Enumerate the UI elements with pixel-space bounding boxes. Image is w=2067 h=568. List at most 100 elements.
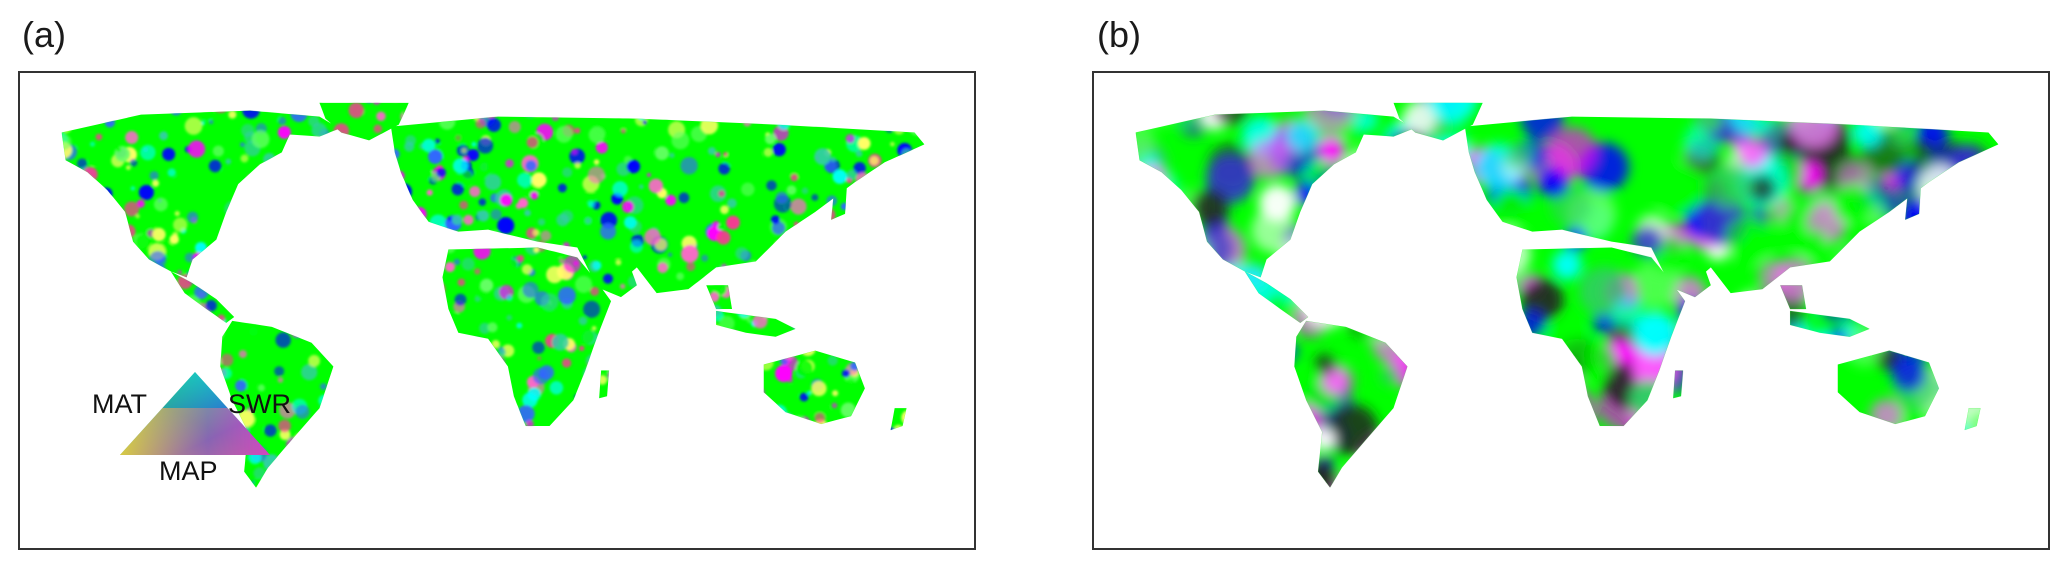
- color-blob: [279, 173, 288, 182]
- color-blob: [1761, 305, 1792, 335]
- color-blob: [1874, 238, 1921, 285]
- color-blob: [937, 308, 950, 321]
- color-blob: [846, 169, 857, 180]
- color-blob: [535, 488, 542, 495]
- color-blob: [596, 411, 603, 419]
- color-blob: [370, 384, 385, 398]
- color-blob: [1952, 314, 1993, 355]
- color-blob: [793, 221, 799, 227]
- color-blob: [631, 398, 648, 415]
- color-blob: [38, 275, 46, 283]
- color-blob: [87, 292, 93, 297]
- color-blob: [947, 247, 958, 258]
- color-blob: [137, 331, 149, 343]
- color-blob: [1542, 423, 1573, 454]
- color-blob: [439, 425, 447, 434]
- color-blob: [694, 463, 706, 476]
- color-blob: [434, 138, 441, 144]
- color-blob: [747, 102, 765, 115]
- color-blob: [452, 377, 460, 385]
- color-blob: [920, 435, 925, 442]
- color-blob: [75, 139, 85, 149]
- color-blob: [125, 130, 139, 145]
- color-blob: [914, 150, 925, 166]
- color-blob: [795, 359, 814, 378]
- color-blob: [1340, 473, 1381, 488]
- color-blob: [1942, 189, 1994, 240]
- color-blob: [449, 232, 456, 239]
- color-blob: [173, 217, 188, 232]
- color-blob: [721, 269, 728, 276]
- color-blob: [400, 338, 409, 347]
- color-blob: [114, 290, 121, 297]
- color-blob: [98, 226, 115, 243]
- color-blob: [277, 195, 296, 213]
- color-blob: [741, 182, 755, 197]
- color-blob: [678, 192, 690, 204]
- color-blob: [1314, 102, 1362, 117]
- color-blob: [40, 133, 48, 141]
- color-blob: [89, 141, 96, 147]
- color-blob: [776, 266, 791, 282]
- color-blob: [1571, 479, 1611, 488]
- color-blob: [934, 156, 946, 168]
- color-blob: [1883, 435, 1911, 464]
- color-blob: [901, 148, 912, 159]
- color-blob: [1931, 424, 1961, 454]
- color-blob: [451, 214, 463, 226]
- color-blob: [61, 413, 63, 427]
- color-blob: [325, 194, 337, 206]
- color-blob: [264, 424, 277, 437]
- color-blob: [1892, 102, 1916, 127]
- color-blob: [522, 102, 534, 106]
- color-blob: [467, 149, 480, 161]
- color-blob: [434, 441, 447, 453]
- color-blob: [325, 263, 333, 271]
- color-blob: [498, 348, 507, 357]
- color-blob: [299, 244, 307, 253]
- color-blob: [634, 422, 650, 439]
- color-blob: [295, 404, 310, 419]
- color-blob: [615, 372, 622, 379]
- color-blob: [1270, 438, 1316, 485]
- color-blob: [470, 337, 483, 351]
- color-blob: [700, 116, 719, 135]
- color-blob: [148, 251, 167, 269]
- color-blob: [1237, 438, 1282, 484]
- color-blob: [390, 90, 402, 102]
- color-blob: [2001, 186, 2047, 232]
- color-blob: [1676, 474, 1722, 488]
- color-blob: [1937, 224, 1983, 270]
- panel-b-label: (b): [1097, 14, 1141, 55]
- color-blob: [222, 333, 228, 339]
- color-blob: [867, 410, 880, 424]
- color-blob: [1135, 238, 1139, 262]
- color-blob: [402, 105, 417, 120]
- color-blob: [61, 222, 74, 234]
- color-blob: [1287, 245, 1336, 294]
- color-blob: [848, 102, 856, 109]
- color-blob: [275, 332, 291, 348]
- color-blob: [911, 223, 925, 242]
- color-blob: [1402, 393, 1437, 427]
- color-blob: [1225, 437, 1259, 471]
- color-blob: [686, 262, 696, 272]
- color-blob: [815, 251, 833, 269]
- color-blob: [131, 303, 144, 316]
- color-blob: [1772, 257, 1817, 302]
- color-blob: [532, 505, 538, 511]
- color-blob: [61, 207, 64, 220]
- color-blob: [447, 216, 452, 222]
- color-blob: [802, 478, 812, 488]
- color-blob: [892, 170, 899, 177]
- color-blob: [364, 454, 375, 465]
- color-blob: [45, 123, 60, 138]
- color-blob: [1492, 188, 1531, 227]
- color-blob: [783, 350, 794, 361]
- color-blob: [303, 149, 318, 164]
- color-blob: [758, 487, 767, 488]
- color-blob: [766, 444, 779, 457]
- color-blob: [384, 92, 391, 99]
- color-blob: [45, 426, 60, 441]
- color-blob: [102, 332, 120, 350]
